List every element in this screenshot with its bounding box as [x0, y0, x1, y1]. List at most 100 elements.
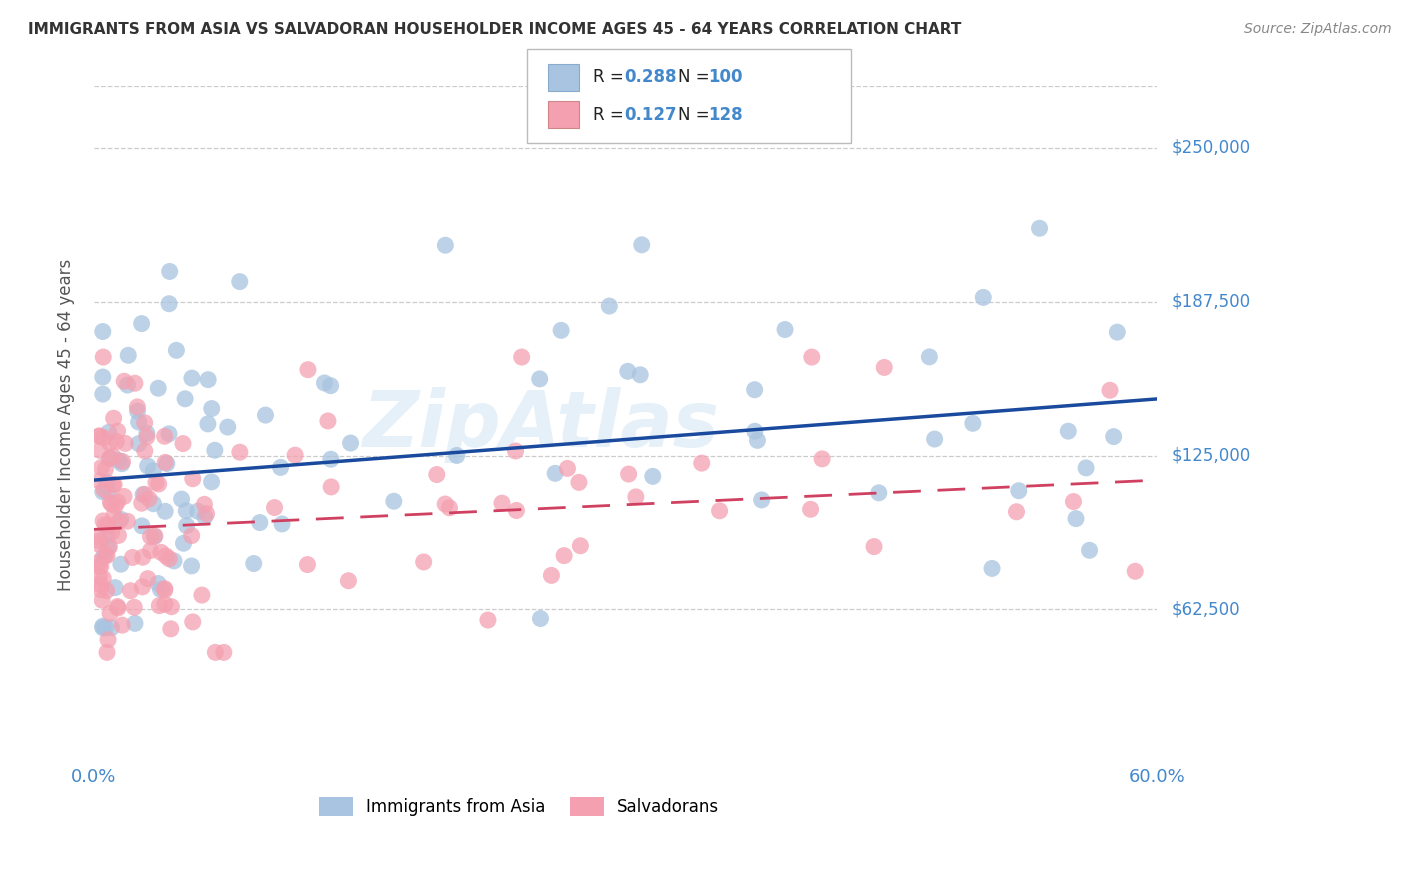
- Point: [284, 448, 307, 462]
- Point: [97, 632, 120, 647]
- Point: [194, 509, 217, 524]
- Point: [103, 411, 125, 425]
- Point: [89, 538, 111, 552]
- Point: [212, 645, 235, 659]
- Point: [107, 601, 129, 615]
- Point: [98, 436, 121, 450]
- Point: [1008, 483, 1031, 498]
- Point: [149, 545, 172, 559]
- Point: [101, 477, 124, 491]
- Point: [569, 539, 592, 553]
- Text: 100: 100: [709, 69, 744, 87]
- Point: [1074, 461, 1097, 475]
- Point: [143, 530, 166, 544]
- Point: [134, 443, 156, 458]
- Point: [135, 426, 157, 441]
- Point: [153, 597, 176, 611]
- Point: [337, 574, 360, 588]
- Point: [112, 374, 135, 388]
- Text: ZipAtlas: ZipAtlas: [361, 387, 718, 463]
- Point: [271, 516, 294, 531]
- Point: [114, 436, 136, 450]
- Point: [159, 264, 181, 278]
- Point: [434, 497, 457, 511]
- Point: [94, 462, 117, 476]
- Point: [314, 376, 336, 390]
- Point: [1005, 505, 1028, 519]
- Point: [139, 543, 162, 558]
- Point: [195, 507, 218, 521]
- Point: [544, 467, 567, 481]
- Point: [91, 619, 114, 633]
- Point: [477, 613, 499, 627]
- Point: [1107, 325, 1129, 339]
- Point: [100, 525, 122, 540]
- Text: N =: N =: [678, 105, 714, 123]
- Point: [91, 325, 114, 339]
- Point: [962, 417, 984, 431]
- Point: [918, 350, 941, 364]
- Point: [159, 622, 181, 636]
- Point: [148, 599, 170, 613]
- Point: [97, 518, 120, 533]
- Point: [174, 392, 197, 406]
- Point: [131, 580, 153, 594]
- Text: R =: R =: [593, 69, 630, 87]
- Point: [153, 455, 176, 469]
- Point: [148, 477, 170, 491]
- Point: [105, 434, 128, 449]
- Point: [174, 504, 197, 518]
- Point: [641, 469, 664, 483]
- Point: [96, 549, 118, 563]
- Point: [111, 618, 134, 632]
- Point: [111, 457, 134, 471]
- Point: [981, 561, 1004, 575]
- Point: [153, 504, 176, 518]
- Point: [127, 400, 149, 414]
- Point: [412, 555, 434, 569]
- Point: [143, 529, 166, 543]
- Point: [110, 558, 132, 572]
- Y-axis label: Householder Income Ages 45 - 64 years: Householder Income Ages 45 - 64 years: [58, 259, 75, 591]
- Point: [96, 475, 118, 490]
- Point: [89, 429, 111, 443]
- Point: [157, 552, 180, 566]
- Point: [1078, 543, 1101, 558]
- Point: [924, 432, 946, 446]
- Point: [153, 583, 176, 598]
- Point: [100, 621, 122, 635]
- Point: [690, 456, 713, 470]
- Point: [98, 451, 121, 466]
- Point: [91, 571, 114, 585]
- Point: [321, 480, 343, 494]
- Point: [117, 348, 139, 362]
- Point: [91, 484, 114, 499]
- Point: [131, 496, 153, 510]
- Point: [96, 529, 118, 543]
- Point: [1028, 221, 1050, 235]
- Point: [165, 343, 187, 358]
- Point: [91, 350, 114, 364]
- Point: [93, 483, 115, 497]
- Point: [89, 555, 111, 569]
- Point: [193, 497, 215, 511]
- Point: [863, 540, 886, 554]
- Point: [98, 607, 121, 621]
- Point: [103, 477, 125, 491]
- Point: [117, 514, 139, 528]
- Point: [434, 238, 457, 252]
- Point: [108, 514, 131, 528]
- Point: [89, 582, 111, 597]
- Point: [254, 408, 277, 422]
- Point: [117, 378, 139, 392]
- Point: [297, 362, 319, 376]
- Point: [131, 519, 153, 533]
- Point: [134, 416, 156, 430]
- Point: [155, 549, 177, 563]
- Point: [128, 415, 150, 429]
- Point: [382, 494, 405, 508]
- Point: [505, 503, 527, 517]
- Point: [148, 381, 170, 395]
- Text: 128: 128: [709, 105, 744, 123]
- Point: [96, 583, 118, 598]
